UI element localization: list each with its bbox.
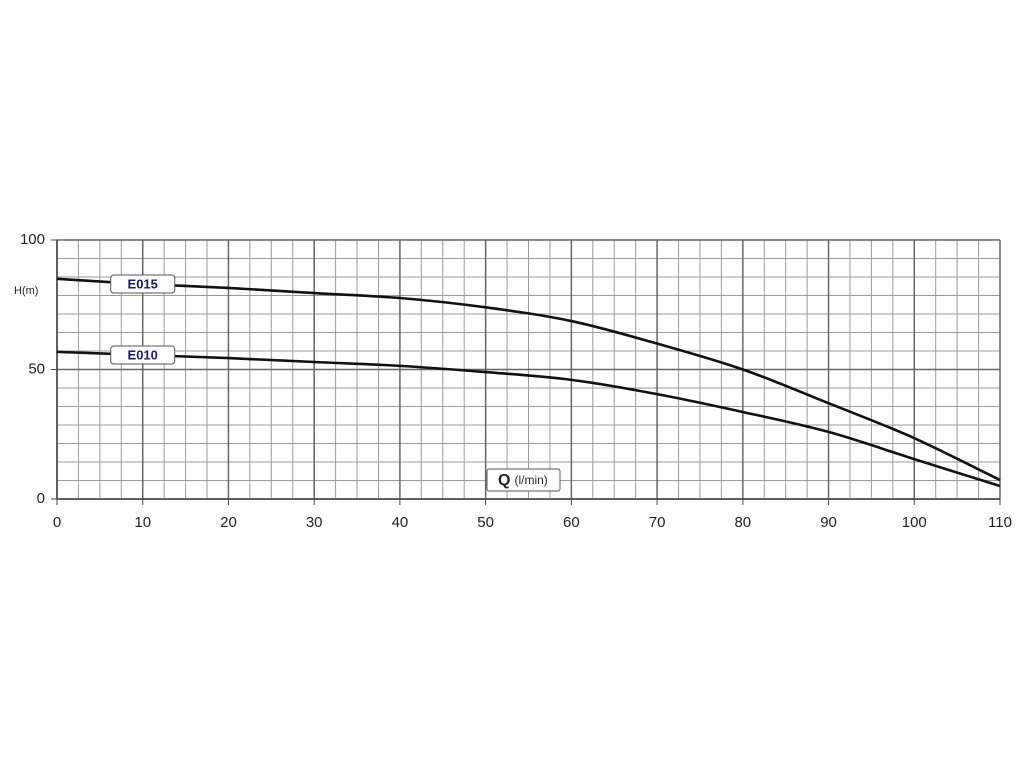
- series-label: E015: [128, 276, 158, 291]
- x-tick-label: 110: [988, 514, 1012, 531]
- series-label-box: [110, 274, 176, 294]
- x-tick-label: 20: [220, 514, 237, 531]
- y-tick-label: 100: [20, 231, 45, 248]
- series-label-box: [110, 345, 176, 365]
- x-axis-label: Q (l/min): [498, 472, 548, 489]
- y-axis-label: H(m): [14, 285, 38, 297]
- x-label-box: [486, 468, 561, 492]
- x-axis-label-name: Q: [498, 472, 510, 489]
- x-tick-label: 60: [563, 514, 580, 531]
- x-tick-label: 10: [134, 514, 151, 531]
- series-line: [56, 350, 1001, 488]
- series-line: [56, 277, 1001, 482]
- series-label: E010: [128, 347, 158, 362]
- x-tick-label: 30: [306, 514, 323, 531]
- x-tick-label: 80: [734, 514, 751, 531]
- y-tick-label: 0: [37, 490, 45, 507]
- x-tick-label: 100: [902, 514, 927, 531]
- y-tick-label: 50: [28, 360, 45, 377]
- x-axis-label-unit: (l/min): [514, 473, 547, 487]
- x-tick-label: 70: [649, 514, 666, 531]
- x-tick-label: 50: [477, 514, 494, 531]
- x-tick-label: 90: [820, 514, 837, 531]
- x-tick-label: 0: [53, 514, 61, 531]
- x-tick-label: 40: [392, 514, 409, 531]
